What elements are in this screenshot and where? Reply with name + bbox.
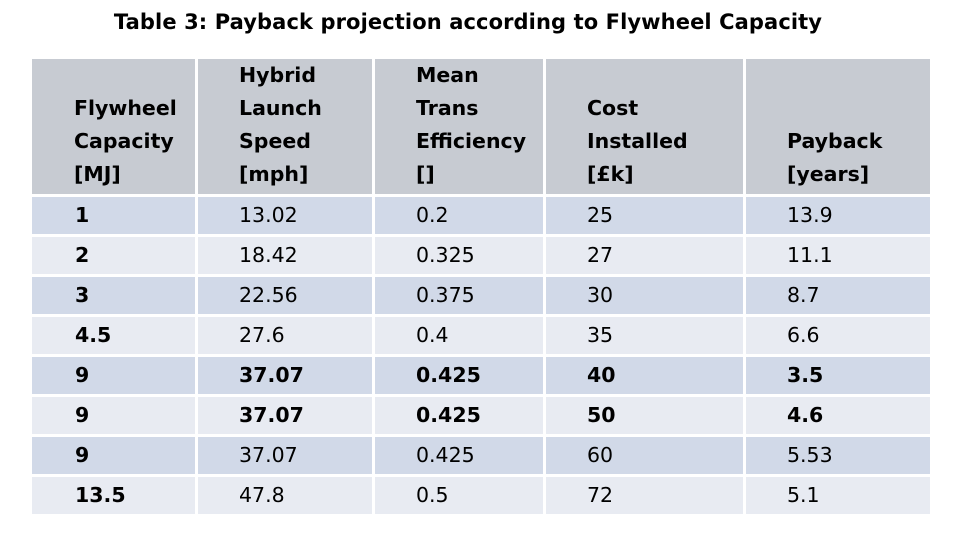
cell-trans-efficiency: 0.4 bbox=[375, 317, 543, 354]
header-line: Mean bbox=[416, 63, 479, 87]
header-row: Flywheel Capacity [MJ] Hybrid Launch Spe… bbox=[32, 59, 930, 194]
header-line: Trans bbox=[416, 96, 479, 120]
cell-launch-speed: 47.8 bbox=[198, 477, 372, 514]
cell-payback: 5.53 bbox=[746, 437, 930, 474]
table-row: 1 13.02 0.2 25 13.9 bbox=[32, 197, 930, 234]
table-row: 13.5 47.8 0.5 72 5.1 bbox=[32, 477, 930, 514]
header-line: Payback bbox=[787, 129, 883, 153]
cell-flywheel-capacity: 13.5 bbox=[32, 477, 195, 514]
cell-flywheel-capacity: 9 bbox=[32, 437, 195, 474]
cell-payback: 11.1 bbox=[746, 237, 930, 274]
cell-trans-efficiency: 0.425 bbox=[375, 357, 543, 394]
cell-payback: 4.6 bbox=[746, 397, 930, 434]
cell-launch-speed: 22.56 bbox=[198, 277, 372, 314]
cell-flywheel-capacity: 3 bbox=[32, 277, 195, 314]
cell-payback: 5.1 bbox=[746, 477, 930, 514]
cell-cost-installed: 30 bbox=[546, 277, 743, 314]
cell-cost-installed: 27 bbox=[546, 237, 743, 274]
cell-trans-efficiency: 0.5 bbox=[375, 477, 543, 514]
header-line: [] bbox=[416, 162, 435, 186]
cell-launch-speed: 13.02 bbox=[198, 197, 372, 234]
table-row: 9 37.07 0.425 60 5.53 bbox=[32, 437, 930, 474]
cell-launch-speed: 37.07 bbox=[198, 397, 372, 434]
cell-flywheel-capacity: 4.5 bbox=[32, 317, 195, 354]
table-row: 4.5 27.6 0.4 35 6.6 bbox=[32, 317, 930, 354]
cell-cost-installed: 50 bbox=[546, 397, 743, 434]
header-flywheel-capacity: Flywheel Capacity [MJ] bbox=[32, 59, 195, 194]
header-line: Cost bbox=[587, 96, 639, 120]
cell-flywheel-capacity: 2 bbox=[32, 237, 195, 274]
header-line: Installed bbox=[587, 129, 688, 153]
cell-launch-speed: 37.07 bbox=[198, 437, 372, 474]
cell-flywheel-capacity: 9 bbox=[32, 397, 195, 434]
header-line: Efficiency bbox=[416, 129, 527, 153]
header-line: Capacity bbox=[74, 129, 174, 153]
table-row: 3 22.56 0.375 30 8.7 bbox=[32, 277, 930, 314]
cell-trans-efficiency: 0.2 bbox=[375, 197, 543, 234]
cell-flywheel-capacity: 1 bbox=[32, 197, 195, 234]
cell-cost-installed: 25 bbox=[546, 197, 743, 234]
header-cost-installed: Cost Installed [£k] bbox=[546, 59, 743, 194]
header-line: [£k] bbox=[587, 162, 634, 186]
cell-launch-speed: 37.07 bbox=[198, 357, 372, 394]
cell-trans-efficiency: 0.425 bbox=[375, 437, 543, 474]
header-line: Launch bbox=[239, 96, 322, 120]
cell-cost-installed: 72 bbox=[546, 477, 743, 514]
cell-launch-speed: 18.42 bbox=[198, 237, 372, 274]
cell-flywheel-capacity: 9 bbox=[32, 357, 195, 394]
header-payback: Payback [years] bbox=[746, 59, 930, 194]
header-line: [mph] bbox=[239, 162, 309, 186]
cell-launch-speed: 27.6 bbox=[198, 317, 372, 354]
cell-trans-efficiency: 0.375 bbox=[375, 277, 543, 314]
cell-payback: 6.6 bbox=[746, 317, 930, 354]
header-line: Speed bbox=[239, 129, 311, 153]
cell-payback: 3.5 bbox=[746, 357, 930, 394]
cell-payback: 8.7 bbox=[746, 277, 930, 314]
header-line: Flywheel bbox=[74, 96, 177, 120]
header-hybrid-launch-speed: Hybrid Launch Speed [mph] bbox=[198, 59, 372, 194]
table-row: 9 37.07 0.425 40 3.5 bbox=[32, 357, 930, 394]
cell-payback: 13.9 bbox=[746, 197, 930, 234]
payback-table: Flywheel Capacity [MJ] Hybrid Launch Spe… bbox=[29, 56, 933, 517]
header-line: Hybrid bbox=[239, 63, 317, 87]
cell-cost-installed: 60 bbox=[546, 437, 743, 474]
table-row: 9 37.07 0.425 50 4.6 bbox=[32, 397, 930, 434]
cell-trans-efficiency: 0.325 bbox=[375, 237, 543, 274]
header-line: [years] bbox=[787, 162, 870, 186]
table-caption: Table 3: Payback projection according to… bbox=[113, 10, 823, 34]
header-mean-trans-efficiency: Mean Trans Efficiency [] bbox=[375, 59, 543, 194]
cell-trans-efficiency: 0.425 bbox=[375, 397, 543, 434]
cell-cost-installed: 35 bbox=[546, 317, 743, 354]
header-line: [MJ] bbox=[74, 162, 121, 186]
table-row: 2 18.42 0.325 27 11.1 bbox=[32, 237, 930, 274]
cell-cost-installed: 40 bbox=[546, 357, 743, 394]
